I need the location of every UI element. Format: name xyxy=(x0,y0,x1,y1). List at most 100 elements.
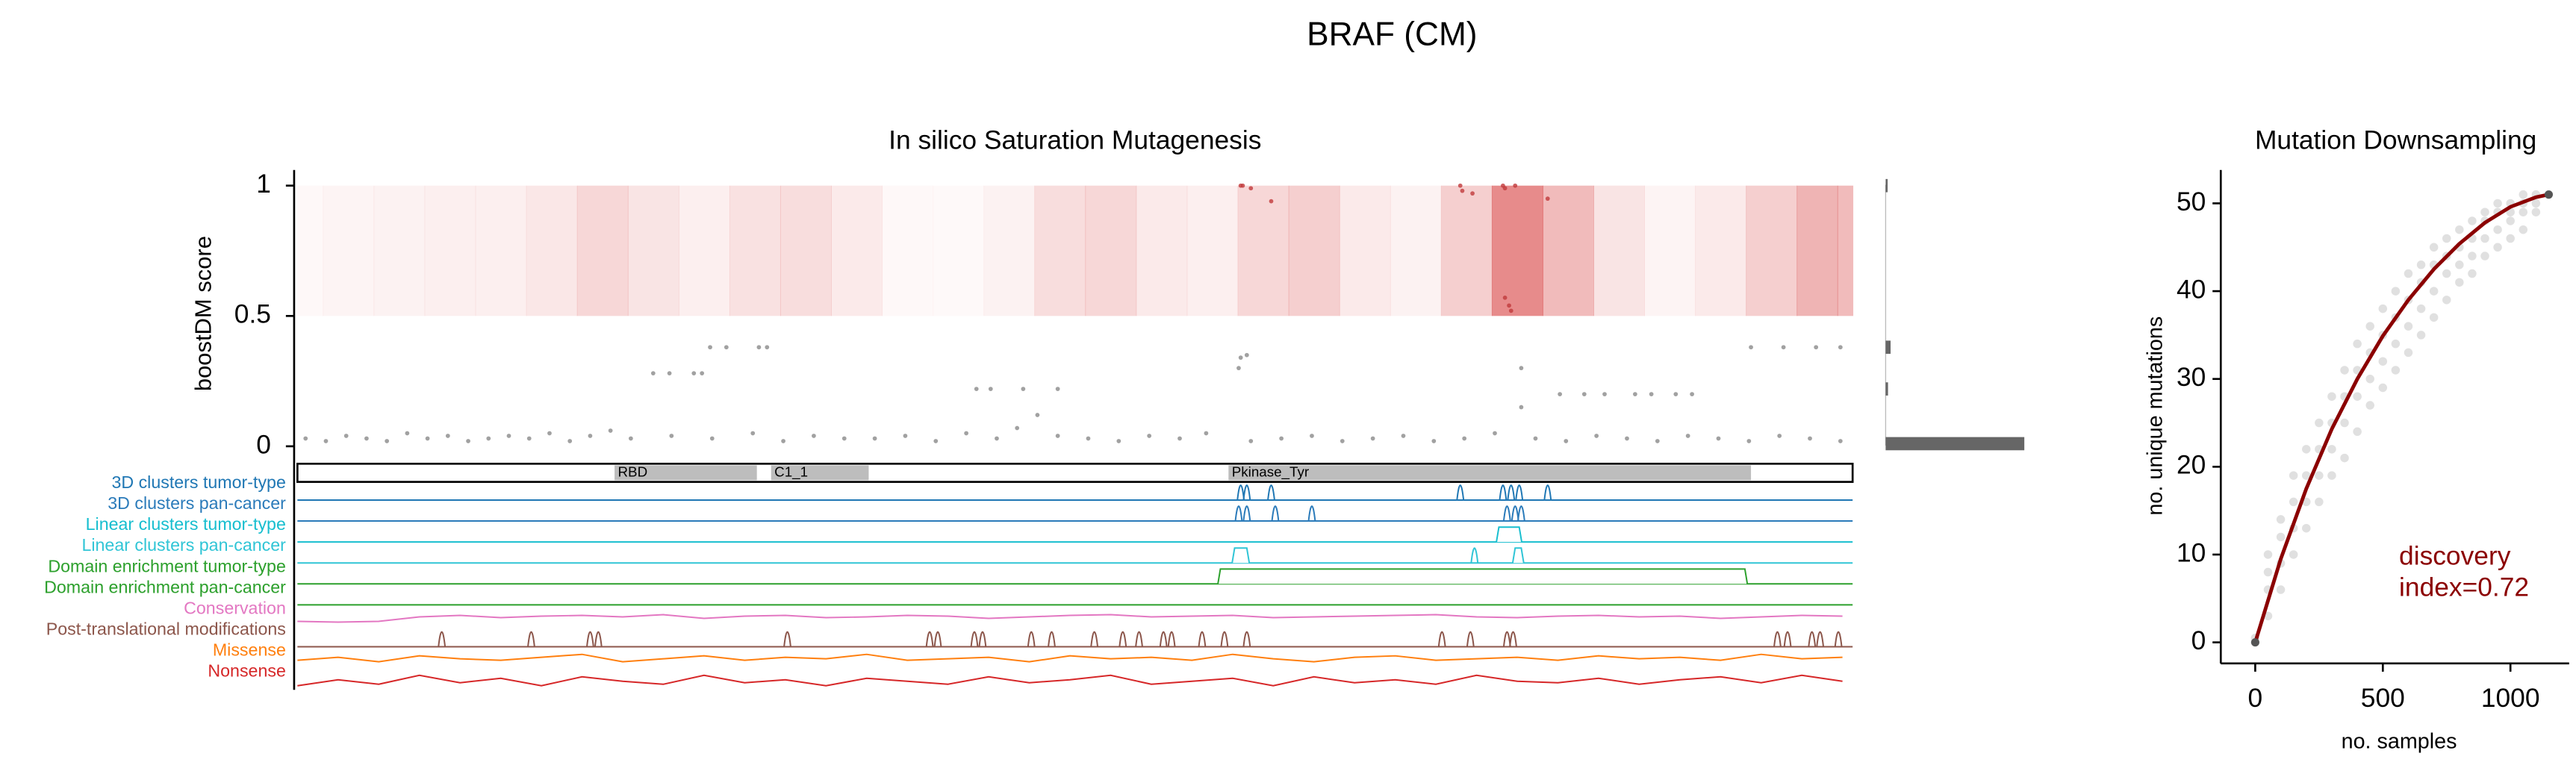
heatmap-cell xyxy=(1837,185,1854,316)
score-point xyxy=(708,345,712,350)
sample-point xyxy=(2340,366,2349,375)
track-peak xyxy=(1773,631,1782,647)
x-axis-label: no. samples xyxy=(2342,730,2457,754)
marginal-bar xyxy=(1885,340,1891,355)
score-point xyxy=(669,434,674,438)
score-point xyxy=(1502,186,1508,191)
score-point xyxy=(1685,434,1690,438)
sample-point xyxy=(2365,401,2374,410)
score-point xyxy=(1462,436,1467,441)
score-point xyxy=(691,371,697,376)
score-point xyxy=(1533,436,1538,441)
track-label: 3D clusters tumor-type xyxy=(111,472,285,492)
sample-point xyxy=(2315,497,2324,507)
track-peak xyxy=(1027,631,1036,647)
score-point xyxy=(1493,431,1497,436)
heatmap-cell xyxy=(1644,185,1696,316)
score-point xyxy=(1035,413,1040,417)
score-point xyxy=(588,434,593,438)
sample-point xyxy=(2365,322,2374,331)
track-peak xyxy=(1307,505,1316,522)
heatmap-cell xyxy=(1746,185,1798,316)
sample-point xyxy=(2353,427,2362,437)
score-point xyxy=(781,439,785,443)
score-point xyxy=(1673,392,1679,396)
track-label: Conservation xyxy=(184,598,286,617)
score-point xyxy=(903,434,908,438)
score-point xyxy=(1746,439,1752,443)
sample-point xyxy=(2289,497,2298,507)
score-point xyxy=(1055,434,1060,438)
heatmap-cell xyxy=(780,185,832,316)
score-point xyxy=(1749,345,1753,350)
score-point xyxy=(1460,188,1465,193)
track-peak xyxy=(933,631,942,647)
sample-point xyxy=(2480,207,2489,216)
y-axis-label: no. unique mutations xyxy=(2144,316,2168,516)
sample-point xyxy=(2480,234,2489,243)
heatmap-cell xyxy=(1390,185,1442,316)
track-peak xyxy=(1515,484,1524,501)
track-peak xyxy=(594,631,603,647)
track-peak xyxy=(1198,631,1207,647)
sample-point xyxy=(2455,225,2464,234)
heatmap-cell xyxy=(1796,185,1838,316)
score-point xyxy=(1457,183,1463,188)
sample-point xyxy=(2442,234,2451,243)
track-peak xyxy=(1242,631,1251,647)
score-point xyxy=(995,436,999,441)
score-point xyxy=(405,431,410,436)
sample-point xyxy=(2302,445,2311,454)
sample-point xyxy=(2315,418,2324,428)
score-point xyxy=(1401,434,1406,438)
sample-point xyxy=(2391,287,2401,296)
heatmap-cell xyxy=(1085,185,1137,316)
score-point xyxy=(933,439,939,443)
score-point xyxy=(1240,183,1245,188)
heatmap-cell xyxy=(627,185,679,316)
score-point xyxy=(547,431,552,436)
score-point xyxy=(756,345,762,350)
track-peak xyxy=(1267,484,1275,501)
sample-point xyxy=(2404,348,2413,358)
chart-title: In silico Saturation Mutagenesis xyxy=(889,125,1261,155)
sample-point xyxy=(2416,260,2426,269)
score-point xyxy=(988,387,993,391)
x-tick-label: 0 xyxy=(2248,684,2263,713)
score-point xyxy=(506,434,511,438)
y-tick-label: 0.5 xyxy=(234,300,271,329)
sample-point xyxy=(2468,269,2477,278)
sample-point xyxy=(2365,374,2374,384)
score-point xyxy=(750,431,756,436)
sample-point xyxy=(2327,445,2336,454)
sample-point xyxy=(2276,585,2286,594)
curve-end xyxy=(2544,190,2553,199)
track-peak xyxy=(1808,631,1817,647)
track-peak xyxy=(1783,631,1792,647)
track-peak xyxy=(1135,631,1143,647)
y-tick-label: 1 xyxy=(256,169,271,199)
x-tick-label: 1000 xyxy=(2481,684,2540,713)
score-point xyxy=(1814,345,1819,350)
score-point xyxy=(445,434,450,438)
sample-point xyxy=(2493,199,2502,208)
score-point xyxy=(1470,191,1475,196)
score-point xyxy=(974,387,979,391)
score-point xyxy=(1236,366,1241,371)
score-point xyxy=(1602,392,1607,396)
heatmap-cell xyxy=(1034,185,1086,316)
score-point xyxy=(466,439,470,443)
heatmap-cell xyxy=(526,185,578,316)
sample-point xyxy=(2353,339,2362,349)
sample-point xyxy=(2289,550,2298,559)
sample-point xyxy=(2468,216,2477,225)
track-peak xyxy=(438,631,447,647)
score-point xyxy=(1340,439,1345,443)
sample-point xyxy=(2263,550,2273,559)
score-point xyxy=(1519,405,1524,410)
track-peak xyxy=(1507,484,1516,501)
score-point xyxy=(1310,434,1314,438)
score-point xyxy=(343,434,349,438)
score-point xyxy=(724,345,729,350)
score-point xyxy=(323,439,329,443)
